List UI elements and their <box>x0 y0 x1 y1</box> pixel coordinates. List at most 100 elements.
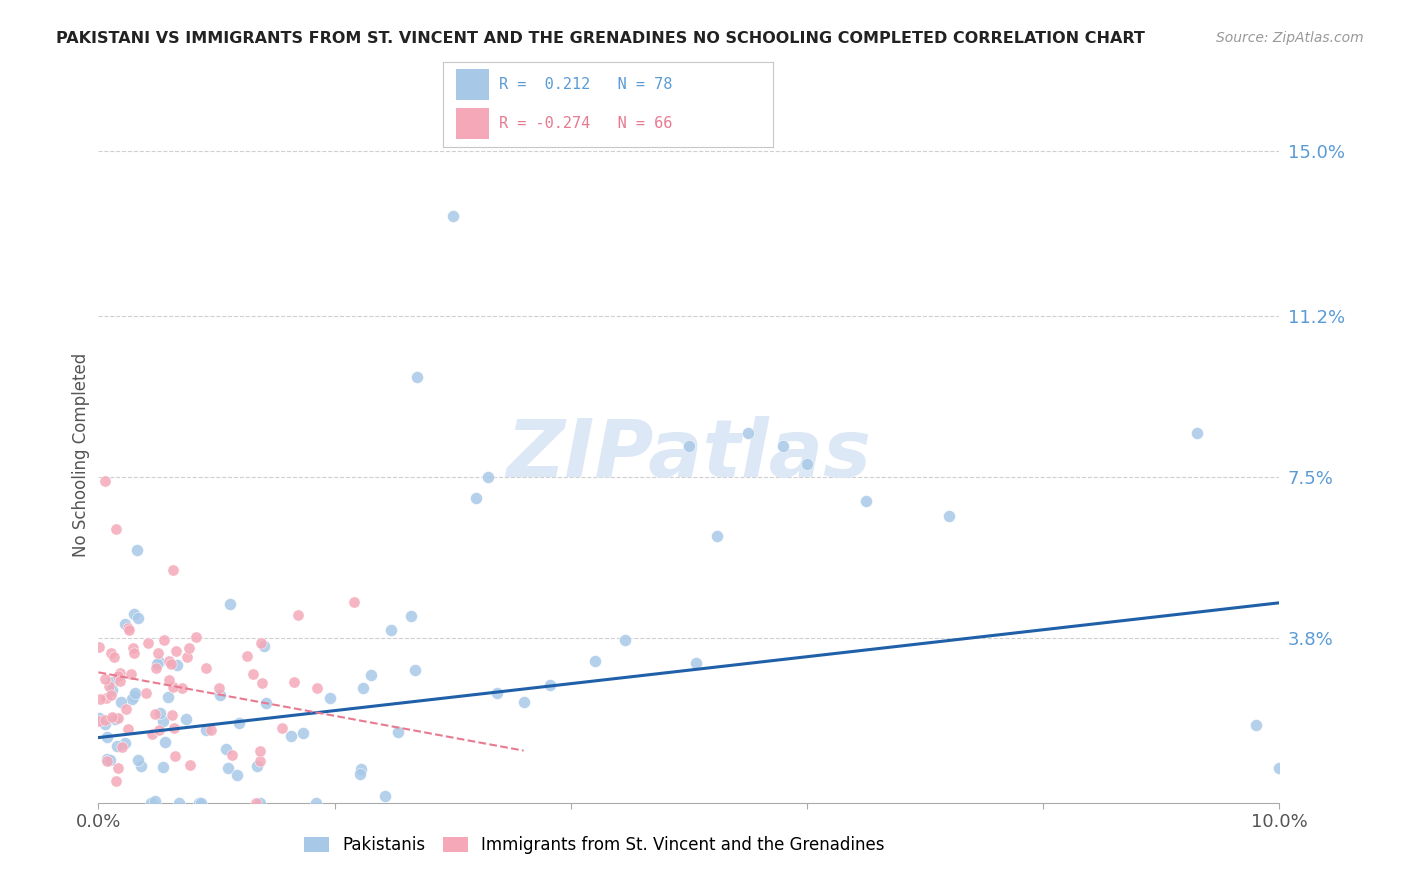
Y-axis label: No Schooling Completed: No Schooling Completed <box>72 353 90 557</box>
Point <box>94 672 117 686</box>
Point <box>159 654 181 668</box>
Point <box>166 658 188 673</box>
Point <box>249 635 271 649</box>
Point <box>465 491 488 506</box>
Legend: Pakistanis, Immigrants from St. Vincent and the Grenadines: Pakistanis, Immigrants from St. Vincent … <box>298 830 891 861</box>
Point <box>122 646 145 660</box>
Point <box>93 716 115 731</box>
Point <box>135 686 157 700</box>
Point <box>404 663 426 677</box>
Point <box>153 735 176 749</box>
Point <box>108 665 131 680</box>
Point <box>176 649 198 664</box>
Point <box>291 726 314 740</box>
Point <box>141 727 163 741</box>
Point <box>105 522 128 536</box>
Point <box>195 723 218 737</box>
Point <box>167 796 190 810</box>
Point <box>283 674 305 689</box>
Point <box>219 597 242 611</box>
Point <box>1244 717 1267 731</box>
Point <box>538 678 561 692</box>
Point <box>179 757 201 772</box>
Point <box>287 607 309 622</box>
Point <box>208 688 231 702</box>
Point <box>486 686 509 700</box>
Point <box>441 209 464 223</box>
Point <box>94 713 117 727</box>
Point <box>105 773 128 788</box>
Text: ZIPatlas: ZIPatlas <box>506 416 872 494</box>
Point <box>89 691 111 706</box>
Point <box>152 760 174 774</box>
Point <box>141 796 163 810</box>
Point <box>157 673 180 688</box>
Point <box>226 768 249 782</box>
Point <box>249 755 271 769</box>
Point <box>93 474 115 488</box>
Bar <box>456 70 489 100</box>
Point <box>114 617 136 632</box>
Point <box>149 706 172 720</box>
Point <box>143 794 166 808</box>
Point <box>477 469 499 483</box>
Point <box>406 369 429 384</box>
Point <box>107 761 129 775</box>
Point <box>305 796 328 810</box>
Point <box>349 762 371 776</box>
Point <box>148 723 170 738</box>
Point <box>162 563 184 577</box>
Point <box>215 741 238 756</box>
Point <box>136 636 159 650</box>
Point <box>512 695 534 709</box>
Point <box>374 789 396 803</box>
Point <box>110 674 132 689</box>
Point <box>96 730 118 744</box>
Point <box>380 623 402 637</box>
Point <box>163 748 186 763</box>
Point <box>187 796 209 810</box>
Point <box>157 690 180 705</box>
Text: PAKISTANI VS IMMIGRANTS FROM ST. VINCENT AND THE GRENADINES NO SCHOOLING COMPLET: PAKISTANI VS IMMIGRANTS FROM ST. VINCENT… <box>56 31 1144 46</box>
Point <box>124 686 146 700</box>
Point <box>194 661 217 675</box>
Point <box>160 708 183 723</box>
Point <box>120 667 142 681</box>
Point <box>146 646 169 660</box>
Point <box>250 676 273 690</box>
Point <box>614 633 637 648</box>
Point <box>1268 761 1291 775</box>
Point <box>148 655 170 669</box>
Point <box>245 796 267 810</box>
Point <box>855 494 877 508</box>
Point <box>685 656 707 670</box>
Point <box>146 657 169 672</box>
Point <box>122 641 145 656</box>
Point <box>678 439 700 453</box>
Point <box>319 691 342 706</box>
Text: Source: ZipAtlas.com: Source: ZipAtlas.com <box>1216 31 1364 45</box>
Point <box>125 542 148 557</box>
Point <box>249 744 271 758</box>
Point <box>253 639 276 653</box>
Point <box>153 632 176 647</box>
Point <box>249 796 271 810</box>
Point <box>98 753 121 767</box>
Point <box>94 691 117 706</box>
Point <box>399 609 422 624</box>
Point <box>100 688 122 702</box>
Point <box>221 747 243 762</box>
Text: R =  0.212   N = 78: R = 0.212 N = 78 <box>499 77 672 92</box>
Point <box>246 759 269 773</box>
Point <box>208 681 231 695</box>
Point <box>349 767 371 781</box>
Point <box>101 710 124 724</box>
Text: R = -0.274   N = 66: R = -0.274 N = 66 <box>499 116 672 131</box>
Point <box>115 702 138 716</box>
Point <box>352 681 374 695</box>
Point <box>772 439 794 453</box>
Point <box>242 667 264 681</box>
Point <box>87 714 110 729</box>
Point <box>103 649 125 664</box>
Point <box>796 457 818 471</box>
